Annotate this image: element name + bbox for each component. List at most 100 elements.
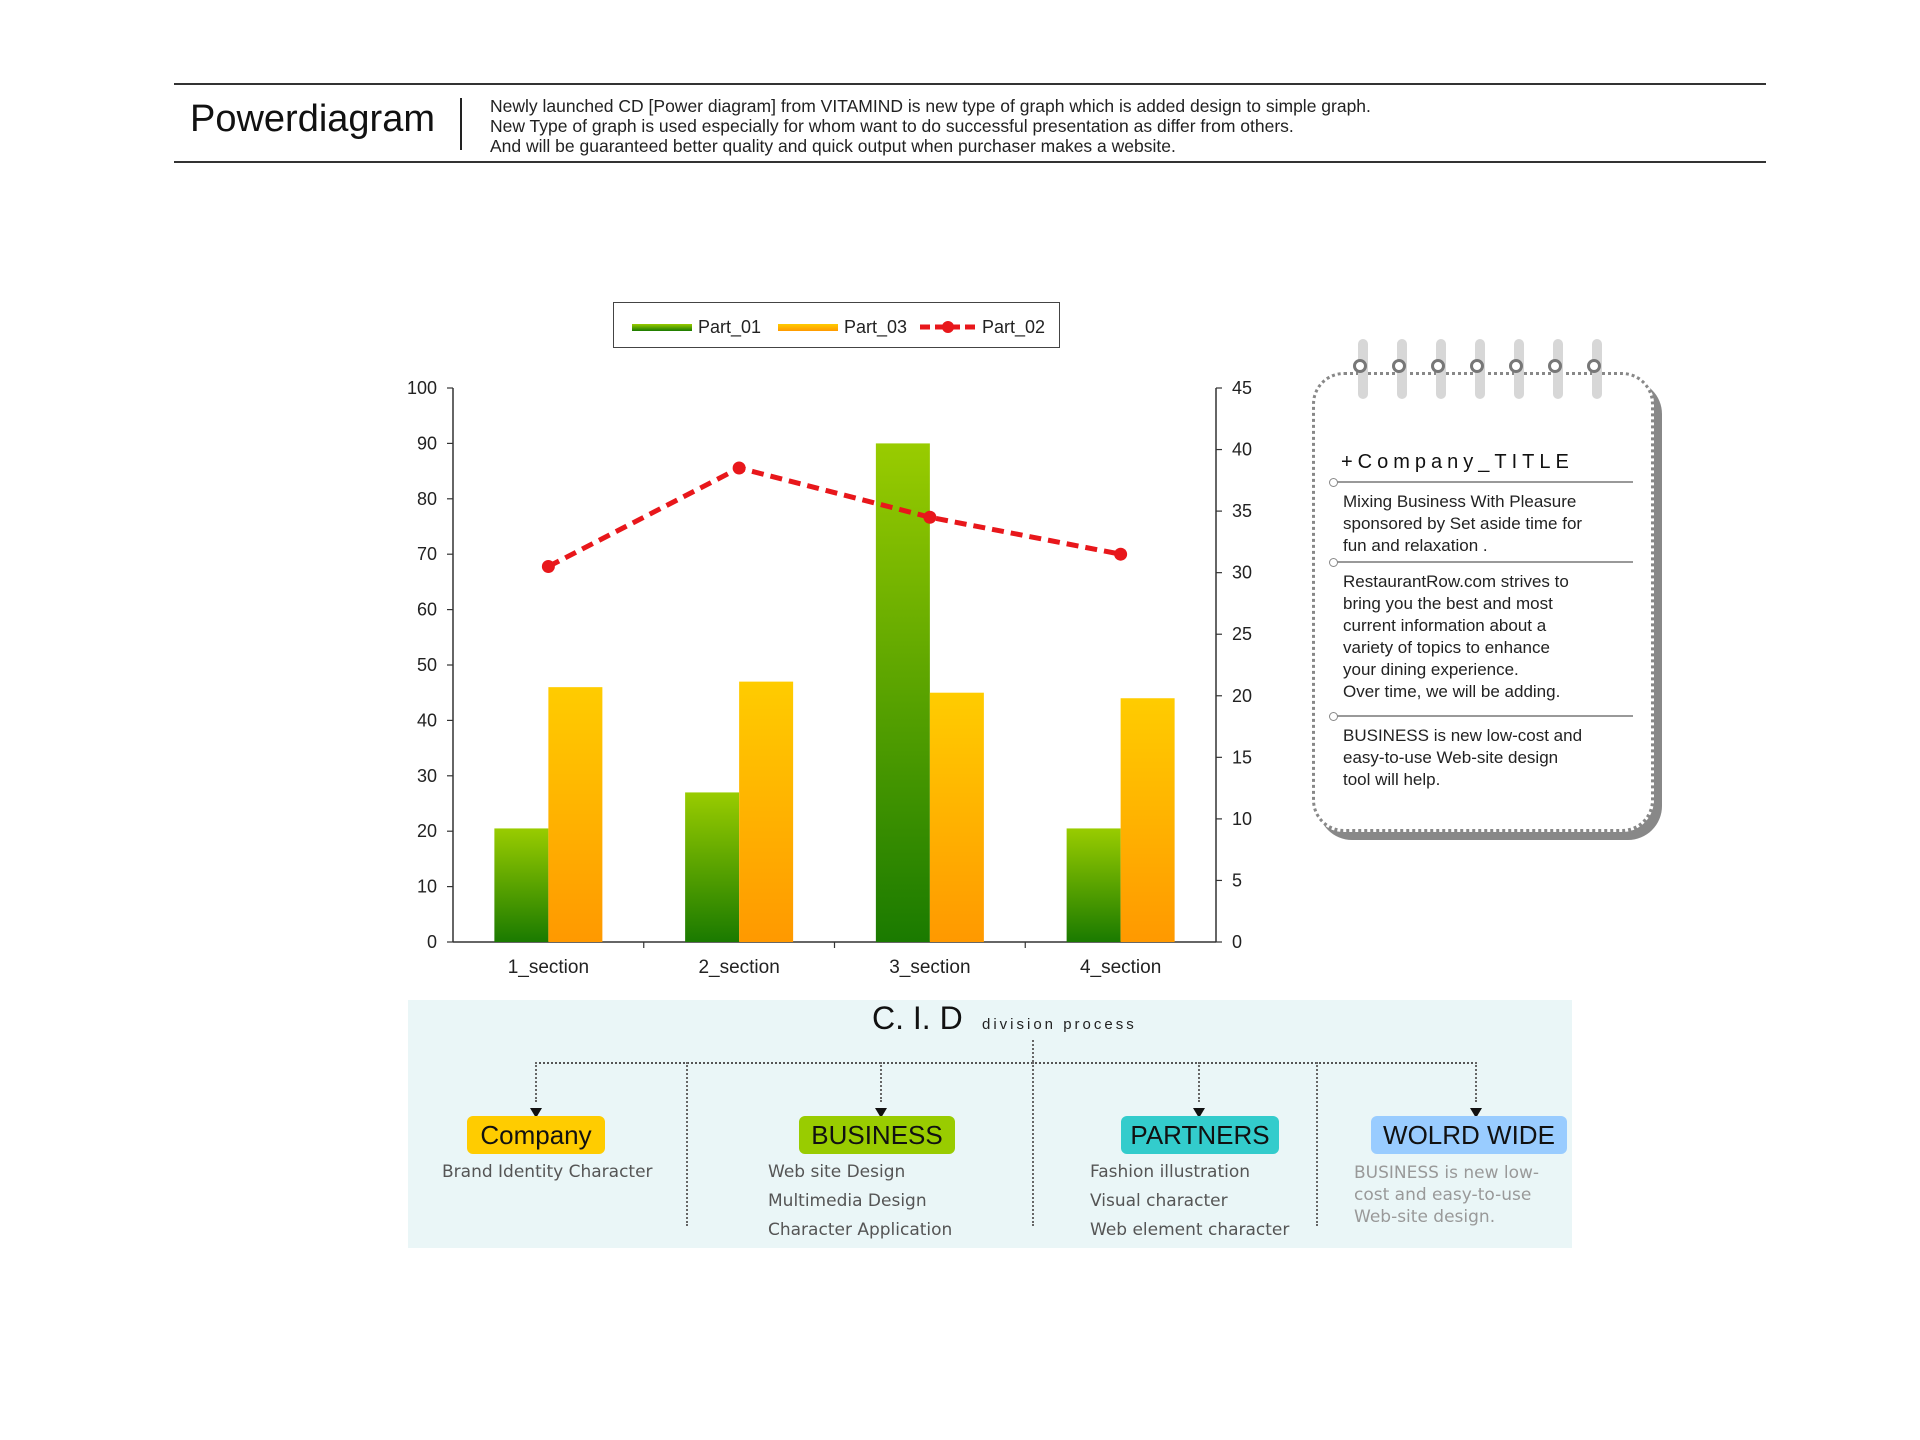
cid-connector [1475,1062,1477,1102]
y-right-tick-label: 15 [1232,747,1252,767]
notebook-ring [1392,339,1407,399]
notebook-ring [1587,339,1602,399]
notebook-line: your dining experience. [1343,660,1519,679]
x-tick-label: 1_section [508,957,589,978]
legend-label-part-03: Part_03 [844,317,907,338]
cid-connector [1198,1062,1200,1102]
cid-badge-partners: PARTNERS [1121,1116,1279,1154]
cid-item: Web site Design [768,1162,906,1182]
cid-column-divider [686,1062,688,1226]
y-right-tick-label: 40 [1232,440,1252,460]
notebook-line: fun and relaxation . [1343,536,1488,555]
arrow-down-icon [875,1108,887,1118]
notebook-card: +Company_TITLE Mixing Business With Plea… [1312,339,1654,832]
notebook-line: sponsored by Set aside time for [1343,514,1583,533]
cid-item: Character Application [768,1220,953,1240]
legend-swatch-part-01 [632,324,692,331]
y-right-tick-label: 5 [1232,870,1242,890]
bar-part-01 [1066,828,1121,942]
cid-item: Visual character [1090,1191,1228,1211]
line-point-part-02 [541,560,555,574]
y-left-tick-label: 100 [407,378,437,398]
notebook-ring [1470,339,1485,399]
y-left-tick-label: 30 [417,766,437,786]
y-right-tick-label: 25 [1232,624,1252,644]
notebook-paragraph-3: BUSINESS is new low-cost and easy-to-use… [1343,725,1633,791]
bar-part-03 [929,692,984,942]
cid-connector [880,1062,882,1102]
y-right-tick-label: 35 [1232,501,1252,521]
header-top-rule [174,83,1766,85]
y-left-tick-label: 50 [417,655,437,675]
header-desc-line: Newly launched CD [Power diagram] from V… [490,96,1371,116]
ring-hole [1587,359,1601,373]
cid-connector [535,1062,1477,1064]
notebook-line: RestaurantRow.com strives to [1343,572,1569,591]
notebook-line: Mixing Business With Pleasure [1343,492,1577,511]
cid-item: Multimedia Design [768,1191,927,1211]
cid-column-divider [1032,1062,1034,1226]
notebook-ring [1509,339,1524,399]
arrow-down-icon [1193,1108,1205,1118]
cid-connector [1032,1040,1034,1062]
notebook-ring [1431,339,1446,399]
bar-part-01 [875,443,930,942]
line-part-02 [547,465,1122,569]
header-bottom-rule [174,161,1766,163]
notebook-rule [1329,478,1633,487]
notebook-line: easy-to-use Web-site design [1343,748,1559,767]
cid-badge-company: Company [467,1116,605,1154]
y-left-tick-label: 0 [427,932,437,952]
cid-item: BUSINESS is new low- [1354,1163,1540,1183]
x-tick-label: 2_section [698,957,779,978]
bar-part-01 [685,792,740,942]
header-desc-line: New Type of graph is used especially for… [490,116,1294,136]
bar-part-03 [548,687,603,942]
notebook-line: tool will help. [1343,770,1441,789]
cid-subtitle: division process [982,1016,1137,1033]
notebook-paragraph-2: RestaurantRow.com strives to bring you t… [1343,571,1633,703]
line-point-part-02 [923,510,937,524]
y-right-tick-label: 45 [1232,378,1252,398]
notebook-rule [1329,558,1633,567]
arrow-down-icon [530,1108,542,1118]
ring-hole [1509,359,1523,373]
notebook-line: BUSINESS is new low-cost and [1343,726,1583,745]
ring-hole [1392,359,1406,373]
notebook-line: bring you the best and most [1343,594,1553,613]
cid-item: Web-site design. [1354,1207,1496,1227]
header-separator [460,98,462,150]
y-left-tick-label: 40 [417,710,437,730]
cid-item: Brand Identity Character [442,1162,653,1182]
page-title: Powerdiagram [190,98,435,140]
y-right-tick-label: 30 [1232,563,1252,583]
y-left-tick-label: 70 [417,544,437,564]
x-tick-label: 4_section [1080,957,1161,978]
y-left-tick-label: 20 [417,821,437,841]
cid-item: cost and easy-to-use [1354,1185,1532,1205]
notebook-rule [1329,712,1633,721]
bar-part-01 [494,828,549,942]
legend-label-part-01: Part_01 [698,317,761,338]
cid-column-divider [1316,1062,1318,1226]
combo-chart: 0 10 20 30 40 50 60 70 80 90 100 0 5 10 15 20 25 30 35 40 45… [407,317,1252,978]
legend-marker-part-02 [942,321,954,333]
cid-connector [535,1062,537,1102]
header-desc-line: And will be guaranteed better quality an… [490,136,1176,156]
y-right-tick-label: 0 [1232,932,1242,952]
notebook-line: current information about a [1343,616,1547,635]
notebook-line: variety of topics to enhance [1343,638,1550,657]
y-left-tick-label: 60 [417,600,437,620]
y-left-tick-label: 90 [417,433,437,453]
legend-label-part-02: Part_02 [982,317,1045,338]
header-description: Newly launched CD [Power diagram] from V… [490,96,1371,156]
cid-column-company-items: Brand Identity Character [442,1158,653,1187]
line-point-part-02 [1114,547,1128,561]
notebook-title: +Company_TITLE [1341,451,1574,473]
cid-badge-business: BUSINESS [799,1116,955,1154]
bar-part-03 [1120,698,1175,942]
ring-hole [1431,359,1445,373]
ring-hole [1470,359,1484,373]
y-left-tick-label: 80 [417,489,437,509]
cid-title: C. I. D [872,1000,963,1036]
